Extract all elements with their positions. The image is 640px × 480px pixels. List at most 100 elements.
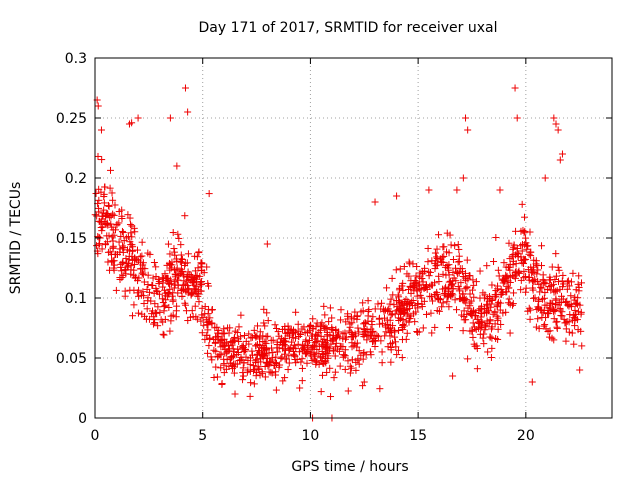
data-point	[117, 263, 125, 271]
data-point	[492, 234, 500, 242]
data-point	[100, 206, 108, 214]
data-point	[248, 333, 256, 341]
data-point	[127, 241, 135, 249]
data-point	[254, 362, 262, 370]
data-point	[459, 327, 467, 335]
data-point	[160, 331, 168, 339]
data-point	[339, 343, 347, 351]
data-point	[96, 240, 104, 248]
data-point	[498, 288, 506, 296]
data-point	[231, 337, 239, 345]
data-point	[528, 269, 536, 277]
data-point	[419, 278, 427, 286]
data-point	[347, 329, 355, 337]
data-point	[522, 273, 530, 281]
data-point	[136, 253, 144, 261]
data-point	[268, 344, 276, 352]
data-point	[253, 322, 261, 330]
data-point	[403, 270, 411, 278]
data-point	[368, 321, 376, 329]
data-point	[553, 323, 561, 331]
data-point	[526, 306, 534, 314]
data-point	[245, 330, 253, 338]
data-point	[340, 351, 348, 359]
data-point	[342, 318, 350, 326]
data-point	[486, 333, 494, 341]
data-point	[392, 343, 400, 351]
data-point	[305, 323, 313, 331]
data-point	[212, 347, 220, 355]
data-point	[261, 362, 269, 370]
data-point	[352, 366, 360, 374]
data-point	[124, 260, 132, 268]
data-point	[310, 342, 318, 350]
data-point	[364, 297, 372, 305]
data-point	[435, 231, 443, 239]
data-point	[395, 317, 403, 325]
data-point	[191, 252, 199, 260]
data-point	[312, 360, 320, 368]
data-point	[369, 313, 377, 321]
data-point	[292, 359, 300, 367]
data-point	[267, 358, 275, 366]
data-point	[285, 359, 293, 367]
data-point	[197, 281, 205, 289]
data-point	[112, 286, 120, 294]
data-point	[294, 320, 302, 328]
data-point	[174, 230, 182, 238]
data-point	[195, 249, 203, 257]
data-point	[332, 339, 340, 347]
data-point	[552, 272, 560, 280]
data-point	[487, 353, 495, 361]
data-point	[327, 393, 335, 401]
data-point	[248, 347, 256, 355]
data-point	[429, 297, 437, 305]
data-point	[191, 274, 199, 282]
x-tick-label: 20	[517, 428, 535, 444]
chart-title: Day 171 of 2017, SRMTID for receiver uxa…	[198, 20, 497, 36]
data-point	[98, 245, 106, 253]
data-point	[351, 340, 359, 348]
data-point	[193, 290, 201, 298]
data-point	[223, 339, 231, 347]
data-point	[173, 257, 181, 265]
data-point	[541, 174, 549, 182]
data-point	[518, 200, 526, 208]
data-point	[461, 269, 469, 277]
data-point	[483, 305, 491, 313]
data-point	[569, 269, 577, 277]
data-point	[526, 315, 534, 323]
data-point	[435, 307, 443, 315]
data-point	[500, 259, 508, 267]
data-point	[486, 316, 494, 324]
data-point	[398, 354, 406, 362]
data-point	[166, 250, 174, 258]
data-point	[511, 84, 519, 92]
data-point	[494, 325, 502, 333]
data-point	[272, 353, 280, 361]
data-point	[252, 359, 260, 367]
data-point	[574, 280, 582, 288]
data-point	[186, 313, 194, 321]
data-point	[470, 340, 478, 348]
data-point	[198, 329, 206, 337]
data-point	[292, 308, 300, 316]
data-point	[453, 268, 461, 276]
data-point	[374, 333, 382, 341]
data-point	[124, 211, 132, 219]
data-point	[181, 212, 189, 220]
data-point	[528, 378, 536, 386]
data-point	[447, 292, 455, 300]
data-point	[445, 303, 453, 311]
data-point	[378, 299, 386, 307]
data-point	[304, 347, 312, 355]
data-point	[510, 243, 518, 251]
data-point	[567, 292, 575, 300]
data-point	[505, 295, 513, 303]
y-tick-label: 0	[78, 411, 87, 427]
data-point	[540, 294, 548, 302]
data-point	[535, 304, 543, 312]
data-point	[234, 348, 242, 356]
data-point	[207, 353, 215, 361]
data-point	[360, 320, 368, 328]
